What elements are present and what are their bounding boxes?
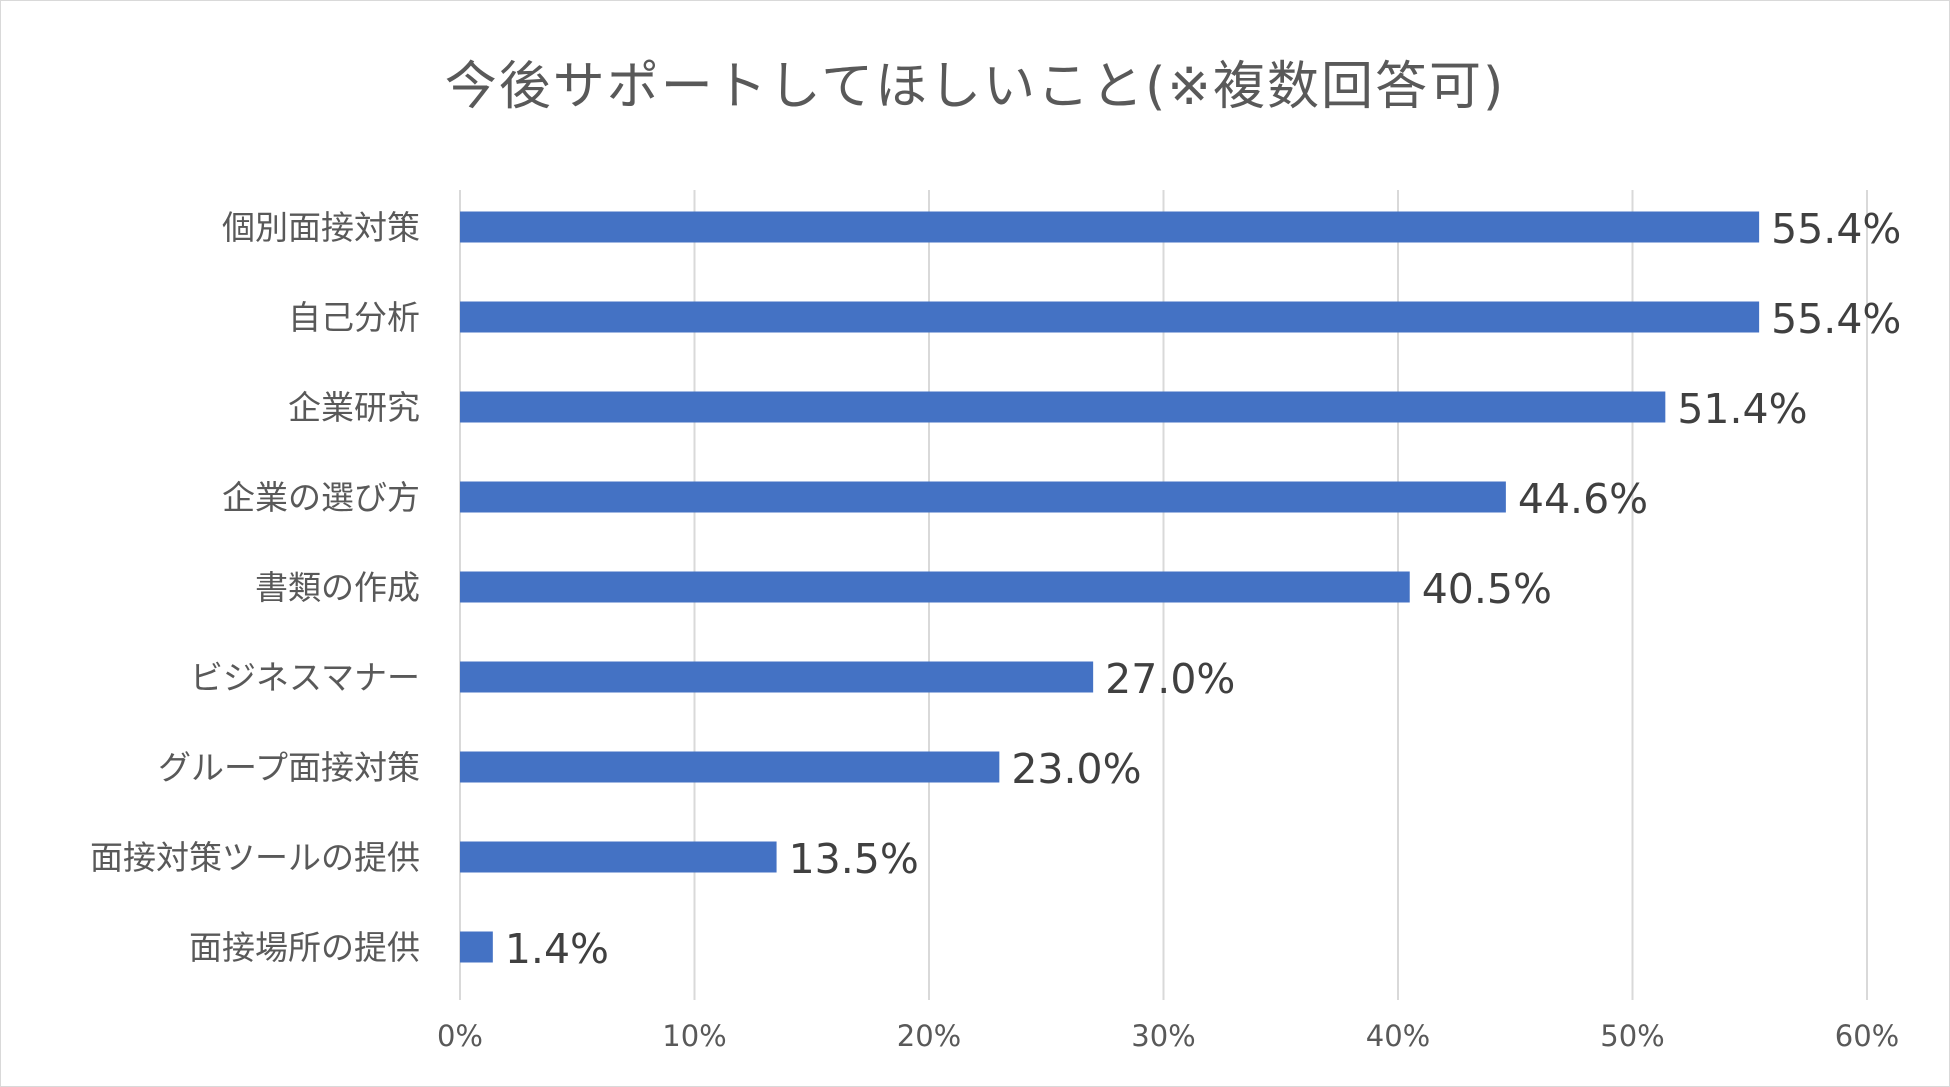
- x-tick-label: 60%: [1835, 1019, 1899, 1053]
- bar: [460, 931, 493, 963]
- category-label: 企業研究: [288, 388, 420, 427]
- data-label: 40.5%: [1422, 565, 1552, 613]
- data-label: 13.5%: [789, 835, 919, 883]
- bar: [460, 841, 777, 873]
- data-label: 55.4%: [1771, 205, 1901, 253]
- x-tick-label: 0%: [437, 1019, 483, 1053]
- x-tick-label: 10%: [662, 1019, 726, 1053]
- category-label: ビジネスマナー: [190, 658, 420, 697]
- x-tick-label: 40%: [1366, 1019, 1430, 1053]
- bars: [460, 211, 1760, 963]
- category-label: 自己分析: [288, 298, 420, 337]
- bar: [460, 211, 1760, 243]
- data-label: 1.4%: [505, 925, 609, 973]
- category-label: 面接場所の提供: [189, 928, 420, 967]
- bar: [460, 301, 1760, 333]
- bar: [460, 481, 1506, 513]
- category-label: 個別面接対策: [222, 208, 420, 247]
- bar: [460, 661, 1094, 693]
- labels: 0% 10% 20% 30% 40% 50% 60% 個別面接対策 55.4% 自己分析 55.4%…: [90, 205, 1901, 1053]
- bar: [460, 571, 1410, 603]
- chart-title: 今後サポートしてほしいこと(※複数回答可): [444, 57, 1506, 117]
- data-label: 23.0%: [1011, 745, 1141, 793]
- x-tick-label: 50%: [1600, 1019, 1664, 1053]
- category-label: 面接対策ツールの提供: [90, 838, 420, 877]
- bar: [460, 391, 1666, 423]
- data-label: 44.6%: [1518, 475, 1648, 523]
- category-label: 書類の作成: [255, 568, 420, 607]
- category-label: グループ面接対策: [158, 748, 420, 787]
- data-label: 27.0%: [1105, 655, 1235, 703]
- data-label: 51.4%: [1677, 385, 1807, 433]
- category-label: 企業の選び方: [222, 478, 420, 517]
- x-tick-label: 30%: [1131, 1019, 1195, 1053]
- bar: [460, 751, 1000, 783]
- data-label: 55.4%: [1771, 295, 1901, 343]
- x-tick-label: 20%: [897, 1019, 961, 1053]
